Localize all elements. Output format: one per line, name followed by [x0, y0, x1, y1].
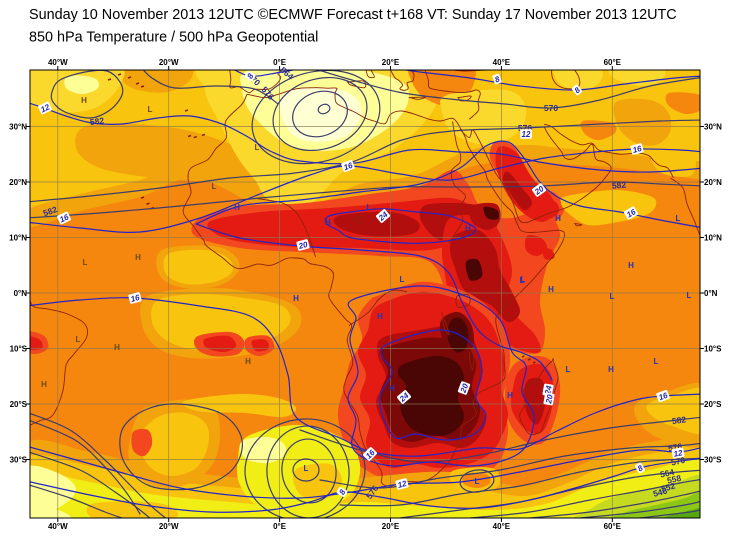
- svg-text:10°N: 10°N: [704, 233, 722, 242]
- svg-text:L: L: [304, 464, 309, 473]
- svg-text:0°N: 0°N: [14, 289, 28, 298]
- svg-text:0°N: 0°N: [704, 289, 718, 298]
- svg-text:12: 12: [673, 448, 684, 459]
- svg-text:H: H: [377, 312, 383, 321]
- svg-text:L: L: [212, 182, 217, 191]
- svg-text:16: 16: [342, 161, 354, 173]
- svg-text:H: H: [81, 96, 87, 105]
- svg-text:H: H: [114, 343, 120, 352]
- svg-text:0°E: 0°E: [273, 522, 287, 531]
- svg-text:20°E: 20°E: [382, 522, 400, 531]
- svg-text:L: L: [687, 291, 692, 300]
- svg-text:552: 552: [660, 480, 677, 493]
- svg-text:20°N: 20°N: [9, 178, 27, 187]
- svg-text:20°W: 20°W: [159, 522, 179, 531]
- svg-text:H: H: [548, 285, 554, 294]
- svg-text:0°E: 0°E: [273, 58, 287, 67]
- svg-text:40°E: 40°E: [493, 58, 511, 67]
- svg-text:L: L: [566, 365, 571, 374]
- svg-text:L: L: [610, 292, 615, 301]
- svg-text:8: 8: [494, 74, 502, 84]
- svg-text:L: L: [255, 143, 260, 152]
- svg-text:L: L: [148, 105, 153, 114]
- svg-text:H: H: [628, 261, 634, 270]
- svg-text:8: 8: [245, 72, 255, 81]
- svg-text:582: 582: [612, 180, 627, 191]
- svg-text:8: 8: [337, 488, 347, 497]
- svg-text:16: 16: [632, 144, 643, 155]
- svg-text:20: 20: [544, 393, 555, 405]
- svg-text:30°N: 30°N: [9, 122, 27, 131]
- svg-text:L: L: [83, 258, 88, 267]
- svg-text:12: 12: [397, 479, 408, 490]
- svg-text:582: 582: [671, 414, 687, 426]
- svg-text:L: L: [676, 214, 681, 223]
- svg-text:H: H: [135, 253, 141, 262]
- svg-text:30°S: 30°S: [704, 455, 722, 464]
- svg-text:16: 16: [130, 293, 141, 304]
- svg-text:582: 582: [42, 204, 59, 218]
- svg-text:30°N: 30°N: [704, 122, 722, 131]
- svg-text:40°W: 40°W: [48, 58, 68, 67]
- svg-text:20: 20: [458, 382, 470, 395]
- svg-text:20°N: 20°N: [704, 178, 722, 187]
- svg-text:H: H: [608, 365, 614, 374]
- svg-text:12: 12: [522, 130, 531, 139]
- svg-text:H: H: [465, 224, 471, 233]
- svg-text:H: H: [293, 294, 299, 303]
- svg-text:H: H: [325, 218, 331, 227]
- svg-text:16: 16: [657, 391, 669, 403]
- svg-text:20°S: 20°S: [704, 400, 722, 409]
- svg-text:570: 570: [544, 103, 558, 113]
- svg-text:H: H: [245, 357, 251, 366]
- svg-text:L: L: [76, 335, 81, 344]
- svg-text:H: H: [389, 384, 395, 393]
- svg-text:582: 582: [89, 115, 105, 127]
- svg-text:40°W: 40°W: [48, 522, 68, 531]
- svg-text:L: L: [475, 477, 480, 486]
- svg-text:40°E: 40°E: [493, 522, 511, 531]
- svg-text:20°W: 20°W: [159, 58, 179, 67]
- svg-text:L: L: [367, 203, 372, 212]
- svg-text:20°E: 20°E: [382, 58, 400, 67]
- svg-text:Sunday 10 November 2013 12UTC: Sunday 10 November 2013 12UTC ©ECMWF For…: [29, 7, 677, 23]
- svg-text:L: L: [654, 357, 659, 366]
- svg-text:10°S: 10°S: [704, 344, 722, 353]
- svg-text:H: H: [555, 214, 561, 223]
- svg-text:8: 8: [636, 463, 645, 473]
- svg-text:24: 24: [543, 384, 554, 396]
- svg-text:20°S: 20°S: [10, 400, 28, 409]
- svg-text:564: 564: [659, 467, 675, 480]
- svg-text:L: L: [520, 276, 525, 285]
- svg-text:8: 8: [573, 85, 583, 95]
- svg-text:60°E: 60°E: [604, 522, 622, 531]
- svg-text:H: H: [507, 391, 513, 400]
- svg-text:10°N: 10°N: [9, 233, 27, 242]
- svg-text:16: 16: [58, 212, 70, 224]
- svg-text:L: L: [400, 275, 405, 284]
- svg-text:H: H: [234, 203, 240, 212]
- svg-text:10°S: 10°S: [10, 344, 28, 353]
- svg-text:558: 558: [666, 473, 682, 486]
- svg-text:20: 20: [297, 240, 309, 251]
- svg-text:546: 546: [652, 485, 669, 498]
- svg-text:30°S: 30°S: [10, 455, 28, 464]
- svg-text:576: 576: [518, 123, 532, 133]
- svg-text:L: L: [521, 275, 526, 284]
- svg-text:60°E: 60°E: [604, 58, 622, 67]
- svg-text:850 hPa Temperature / 500 hPa: 850 hPa Temperature / 500 hPa Geopotenti…: [29, 30, 318, 46]
- svg-text:12: 12: [39, 102, 51, 114]
- svg-text:H: H: [41, 380, 47, 389]
